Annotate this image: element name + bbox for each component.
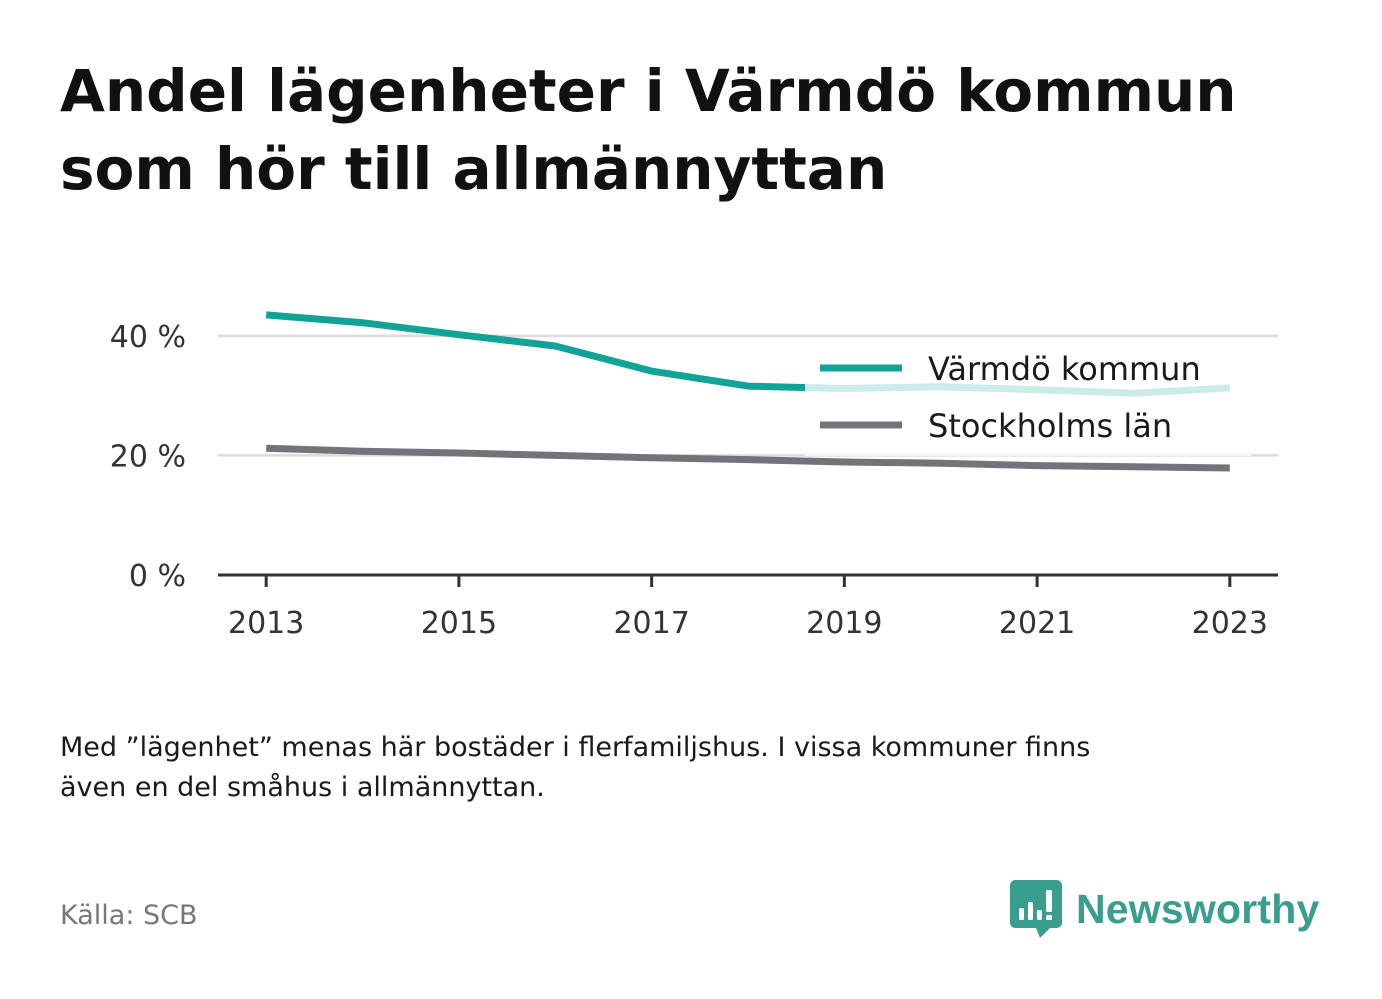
y-tick-label: 40 % bbox=[110, 320, 186, 355]
y-tick-label: 20 % bbox=[110, 439, 186, 474]
newsworthy-logo-text: Newsworthy bbox=[1076, 885, 1320, 932]
chart-title-line-2: som hör till allmännyttan bbox=[60, 135, 888, 203]
legend-background bbox=[805, 338, 1251, 456]
newsworthy-logo[interactable]: Newsworthy bbox=[1010, 880, 1320, 938]
x-tick-label: 2019 bbox=[806, 606, 882, 641]
series-line-stockholms-lan bbox=[266, 444, 1230, 472]
x-tick-label: 2023 bbox=[1192, 606, 1268, 641]
chart-title: Andel lägenheter i Värmdö kommun som hör… bbox=[60, 52, 1330, 208]
x-tick-label: 2021 bbox=[999, 606, 1075, 641]
legend: Värmdö kommun Stockholms län bbox=[805, 338, 1251, 456]
axes: 0 % 20 % 40 % 2013 2015 2017 2019 2021 2023 bbox=[110, 320, 1278, 641]
footnote: Med ”lägenhet” menas här bostäder i fler… bbox=[60, 728, 1300, 808]
footnote-line-1: Med ”lägenhet” menas här bostäder i fler… bbox=[60, 732, 1091, 763]
newsworthy-logo-icon bbox=[1010, 880, 1062, 938]
legend-label-stockholms-lan: Stockholms län bbox=[928, 407, 1172, 445]
legend-label-varmdo-kommun: Värmdö kommun bbox=[928, 350, 1201, 388]
x-tick-label: 2013 bbox=[228, 606, 304, 641]
y-tick-label: 0 % bbox=[129, 559, 186, 594]
source-credit: Källa: SCB bbox=[60, 900, 198, 931]
chart-title-line-1: Andel lägenheter i Värmdö kommun bbox=[60, 57, 1237, 125]
x-tick-label: 2017 bbox=[613, 606, 689, 641]
footnote-line-2: även en del småhus i allmännyttan. bbox=[60, 772, 545, 803]
x-tick-label: 2015 bbox=[421, 606, 497, 641]
